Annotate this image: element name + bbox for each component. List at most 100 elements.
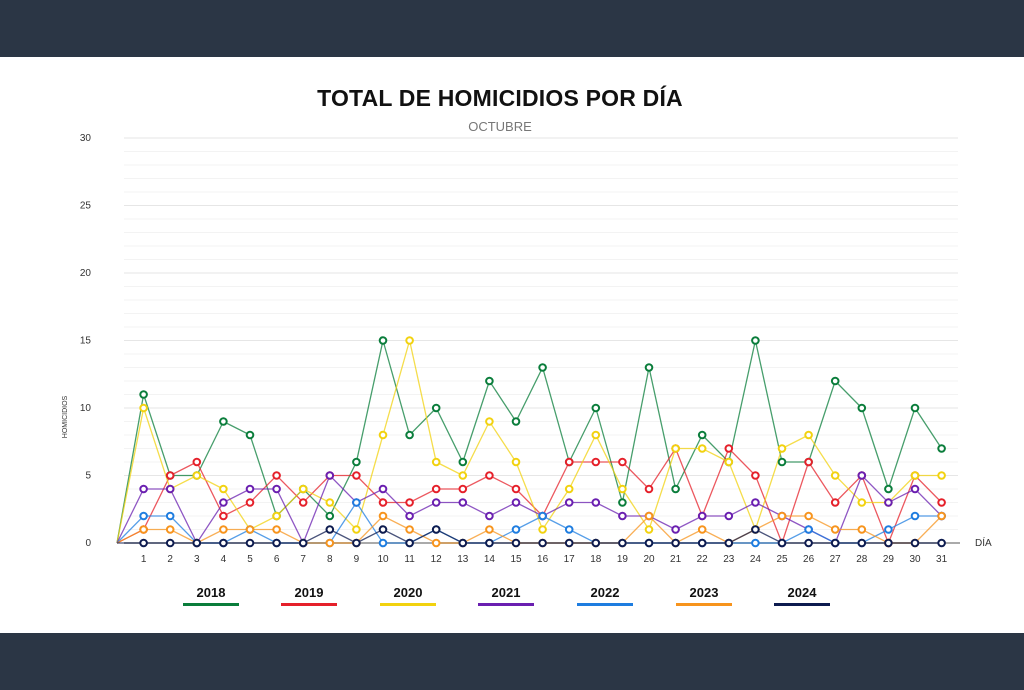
data-point[interactable] bbox=[777, 457, 787, 467]
data-point[interactable] bbox=[751, 498, 760, 507]
data-point[interactable] bbox=[485, 525, 494, 534]
data-point[interactable] bbox=[644, 484, 654, 494]
data-point[interactable] bbox=[325, 525, 335, 534]
data-point[interactable] bbox=[591, 430, 601, 440]
data-point[interactable] bbox=[697, 511, 707, 521]
data-point[interactable] bbox=[777, 511, 787, 521]
data-point[interactable] bbox=[219, 498, 228, 507]
data-point[interactable] bbox=[937, 498, 946, 507]
data-point[interactable] bbox=[618, 498, 627, 507]
data-point[interactable] bbox=[378, 511, 388, 521]
data-point[interactable] bbox=[538, 525, 547, 534]
data-point[interactable] bbox=[139, 403, 148, 413]
data-point[interactable] bbox=[165, 484, 175, 494]
data-point[interactable] bbox=[671, 484, 680, 494]
data-point[interactable] bbox=[378, 498, 388, 507]
data-point[interactable] bbox=[564, 484, 574, 494]
data-point[interactable] bbox=[139, 390, 148, 399]
data-point[interactable] bbox=[937, 444, 946, 453]
data-point[interactable] bbox=[485, 538, 494, 548]
data-point[interactable] bbox=[618, 484, 627, 494]
data-point[interactable] bbox=[139, 525, 148, 534]
data-point[interactable] bbox=[884, 525, 893, 534]
data-point[interactable] bbox=[724, 538, 734, 548]
data-point[interactable] bbox=[192, 457, 202, 467]
data-point[interactable] bbox=[618, 511, 627, 521]
data-point[interactable] bbox=[165, 471, 175, 480]
data-point[interactable] bbox=[165, 538, 175, 548]
data-point[interactable] bbox=[804, 511, 813, 521]
data-point[interactable] bbox=[751, 525, 760, 534]
data-point[interactable] bbox=[910, 484, 920, 494]
data-point[interactable] bbox=[697, 525, 707, 534]
data-point[interactable] bbox=[804, 457, 813, 467]
data-point[interactable] bbox=[644, 525, 654, 534]
data-point[interactable] bbox=[485, 417, 494, 426]
data-point[interactable] bbox=[697, 444, 707, 453]
data-point[interactable] bbox=[245, 538, 255, 548]
data-point[interactable] bbox=[485, 471, 494, 480]
data-point[interactable] bbox=[165, 525, 175, 534]
data-point[interactable] bbox=[644, 363, 654, 372]
data-point[interactable] bbox=[219, 484, 228, 494]
data-point[interactable] bbox=[139, 484, 148, 494]
data-point[interactable] bbox=[458, 484, 468, 494]
data-point[interactable] bbox=[591, 498, 601, 507]
data-point[interactable] bbox=[511, 498, 521, 507]
data-point[interactable] bbox=[325, 511, 335, 521]
data-point[interactable] bbox=[538, 363, 547, 372]
data-point[interactable] bbox=[272, 471, 281, 480]
data-point[interactable] bbox=[751, 471, 760, 480]
data-point[interactable] bbox=[405, 430, 414, 440]
data-point[interactable] bbox=[857, 403, 867, 413]
data-point[interactable] bbox=[352, 471, 361, 480]
data-point[interactable] bbox=[352, 525, 361, 534]
data-point[interactable] bbox=[485, 511, 494, 521]
data-point[interactable] bbox=[644, 538, 654, 548]
data-point[interactable] bbox=[219, 511, 228, 521]
data-point[interactable] bbox=[245, 484, 255, 494]
legend-item-2021[interactable]: 2021 bbox=[478, 585, 534, 606]
data-point[interactable] bbox=[644, 511, 654, 521]
data-point[interactable] bbox=[591, 403, 601, 413]
data-point[interactable] bbox=[405, 336, 414, 345]
data-point[interactable] bbox=[272, 484, 281, 494]
data-point[interactable] bbox=[777, 444, 787, 453]
data-point[interactable] bbox=[830, 471, 840, 480]
data-point[interactable] bbox=[884, 498, 893, 507]
data-point[interactable] bbox=[830, 538, 840, 548]
data-point[interactable] bbox=[937, 538, 946, 548]
data-point[interactable] bbox=[325, 471, 335, 480]
data-point[interactable] bbox=[697, 538, 707, 548]
legend-item-2018[interactable]: 2018 bbox=[183, 585, 239, 606]
data-point[interactable] bbox=[937, 471, 946, 480]
data-point[interactable] bbox=[325, 538, 335, 548]
data-point[interactable] bbox=[272, 511, 281, 521]
data-point[interactable] bbox=[405, 538, 414, 548]
data-point[interactable] bbox=[591, 538, 601, 548]
data-point[interactable] bbox=[671, 444, 680, 453]
data-point[interactable] bbox=[298, 484, 308, 494]
data-point[interactable] bbox=[378, 538, 388, 548]
data-point[interactable] bbox=[618, 457, 627, 467]
data-point[interactable] bbox=[511, 484, 521, 494]
data-point[interactable] bbox=[724, 457, 734, 467]
data-point[interactable] bbox=[910, 511, 920, 521]
data-point[interactable] bbox=[325, 498, 335, 507]
data-point[interactable] bbox=[937, 511, 946, 521]
data-point[interactable] bbox=[884, 538, 893, 548]
data-point[interactable] bbox=[458, 498, 468, 507]
data-point[interactable] bbox=[804, 525, 813, 534]
data-point[interactable] bbox=[458, 457, 468, 467]
data-point[interactable] bbox=[857, 525, 867, 534]
data-point[interactable] bbox=[857, 498, 867, 507]
data-point[interactable] bbox=[139, 538, 148, 548]
data-point[interactable] bbox=[165, 511, 175, 521]
data-point[interactable] bbox=[378, 484, 388, 494]
data-point[interactable] bbox=[272, 525, 281, 534]
data-point[interactable] bbox=[139, 511, 148, 521]
data-point[interactable] bbox=[431, 525, 441, 534]
data-point[interactable] bbox=[671, 525, 680, 534]
data-point[interactable] bbox=[485, 376, 494, 386]
data-point[interactable] bbox=[431, 457, 441, 467]
